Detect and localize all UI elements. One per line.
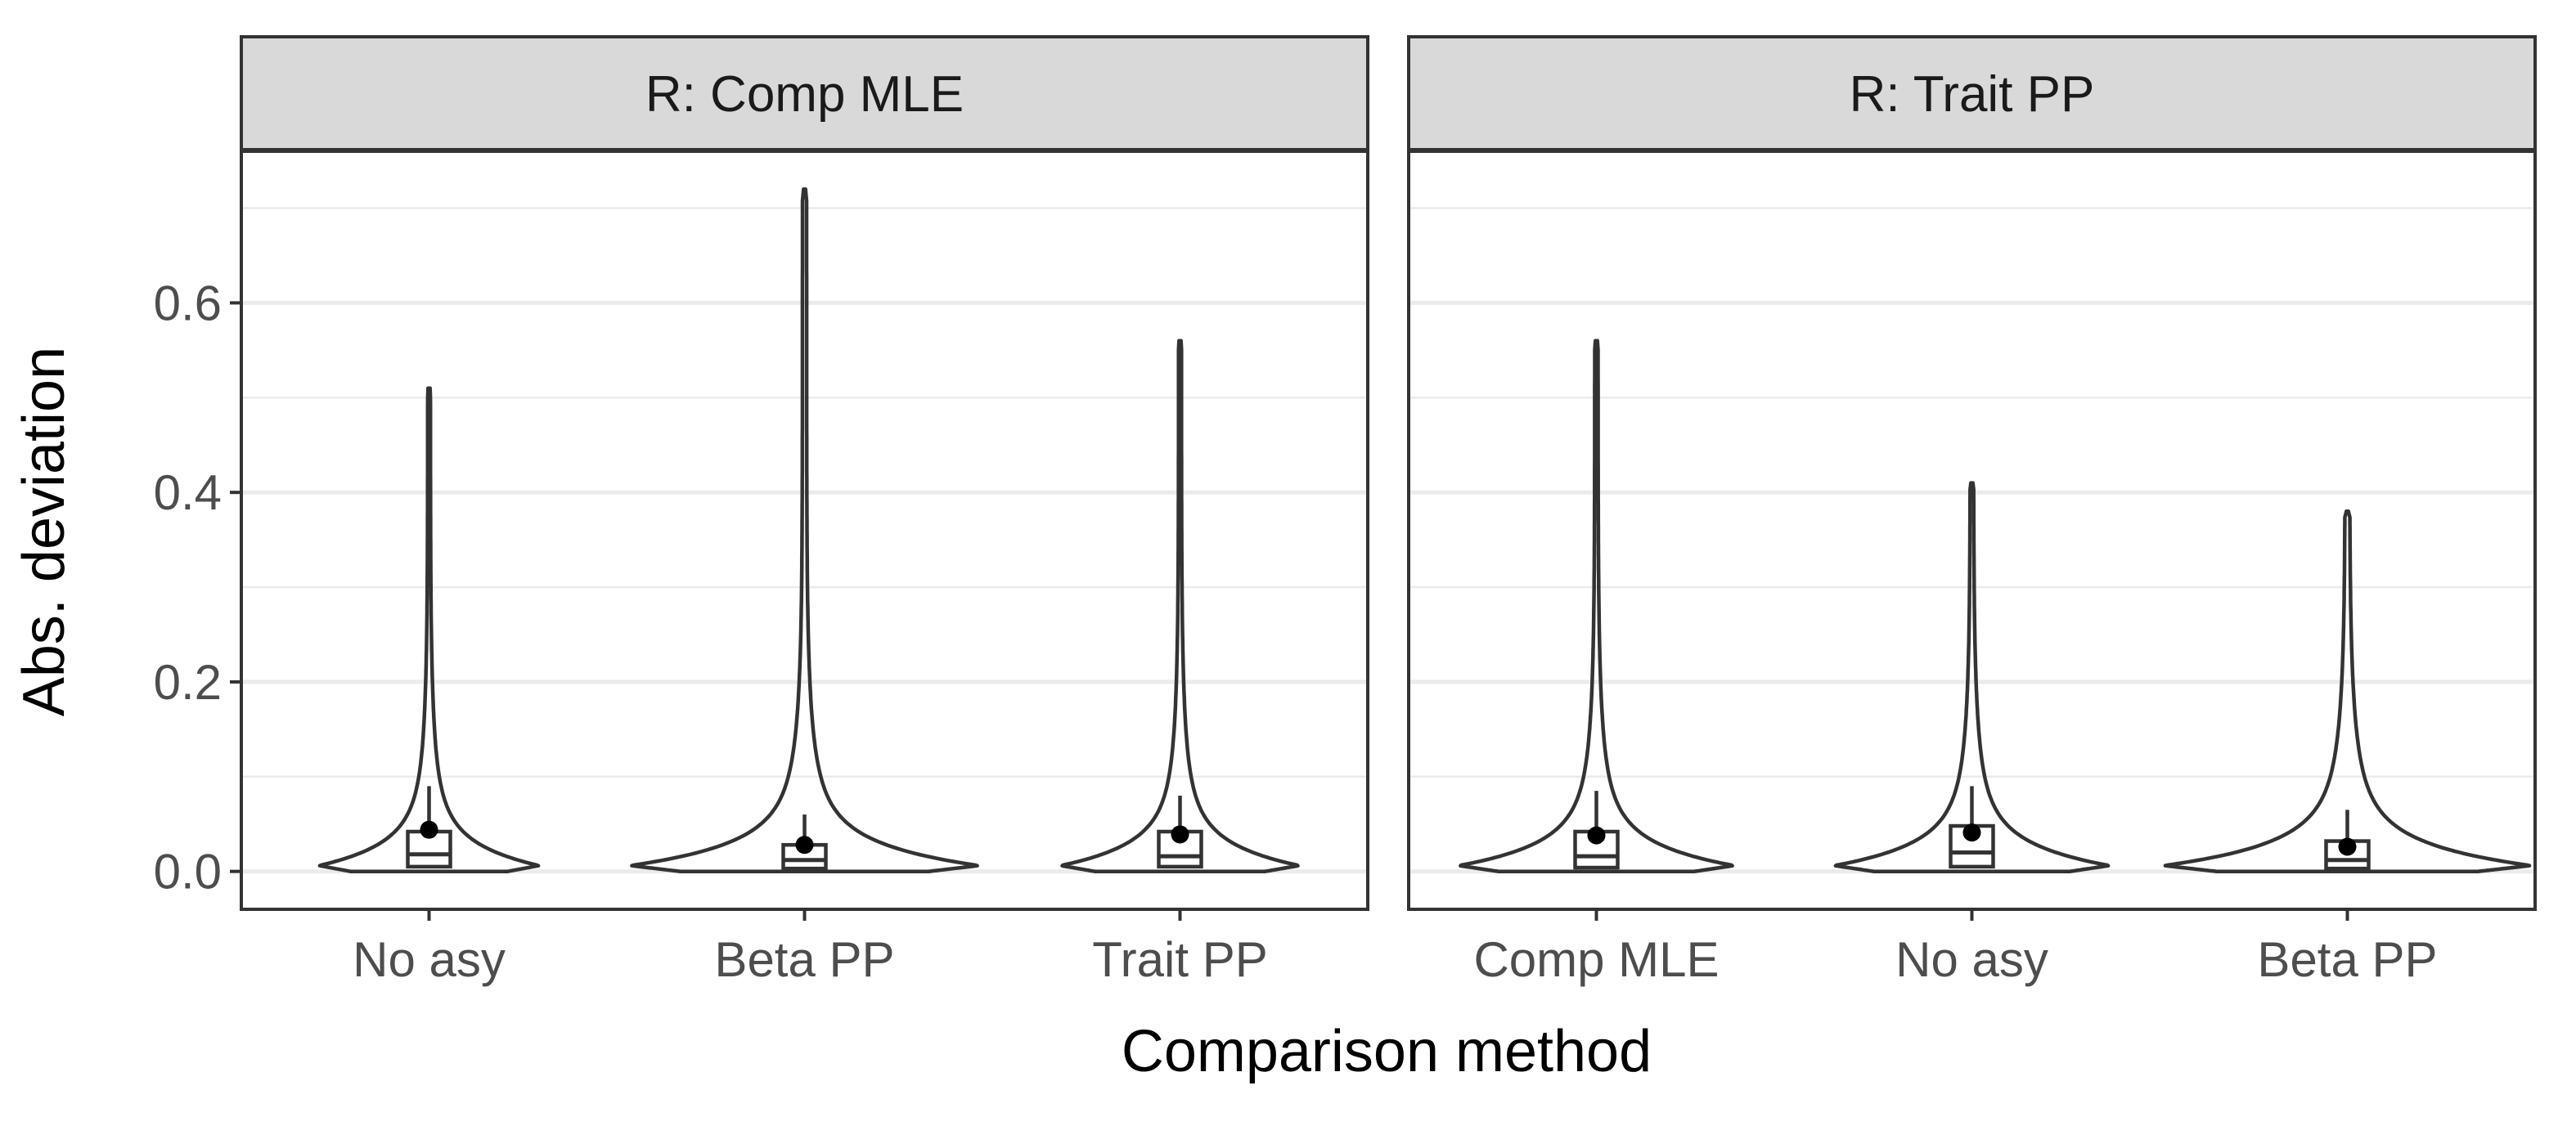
violin-shape [1060, 339, 1300, 873]
mean-point [420, 820, 438, 839]
strip-background [1407, 35, 2537, 151]
y-axis-title: Abs. deviation [11, 347, 77, 716]
violin-group-no-asy [1833, 481, 2111, 873]
x-axis-title: Comparison method [1122, 1019, 1652, 1084]
x-tick-label: Beta PP [2257, 932, 2437, 987]
panel-2: R: Trait PP Comp MLE No asy Beta PP [1407, 35, 2537, 987]
y-tick-label: 0.4 [154, 465, 222, 520]
x-tick-label: Trait PP [1092, 932, 1267, 987]
violin-shape [630, 187, 979, 873]
x-tick-label: Comp MLE [1473, 932, 1719, 987]
violin-group-beta-pp [2163, 509, 2532, 873]
panels-layer: R: Comp MLE No asy Beta PP Trait PP R: Trait… [154, 35, 2537, 987]
violin-group-comp-mle [1459, 339, 1734, 873]
y-tick-label: 0.6 [154, 276, 222, 330]
y-tick-label: 0.2 [154, 655, 222, 710]
panel-border [240, 150, 1369, 911]
panel-1: R: Comp MLE No asy Beta PP Trait PP [240, 35, 1369, 987]
violin-group-trait-pp [1060, 339, 1300, 873]
violin-shape [1833, 481, 2111, 873]
y-tick-label: 0.0 [154, 845, 222, 899]
x-tick-label: No asy [353, 932, 506, 987]
x-tick-label: Beta PP [714, 932, 894, 987]
strip-background [240, 35, 1369, 151]
violin-group-beta-pp [630, 187, 979, 873]
violin-shape [1459, 339, 1734, 873]
mean-point [1171, 825, 1189, 844]
mean-point [1962, 823, 1981, 842]
panel-background [241, 151, 1368, 909]
y-axis: 0.0 0.2 0.4 0.6 [154, 276, 241, 899]
panel-background [1409, 151, 2535, 909]
mean-point [1587, 826, 1606, 845]
violin-shape [317, 386, 541, 873]
violin-group-no-asy [317, 386, 541, 873]
mean-point [2338, 837, 2357, 856]
strip-label: R: Comp MLE [645, 66, 964, 123]
violin-shape [2163, 509, 2532, 873]
panel-border [1407, 150, 2537, 911]
mean-point [795, 836, 814, 855]
x-tick-label: No asy [1895, 932, 2048, 987]
strip-label: R: Trait PP [1850, 66, 2095, 123]
